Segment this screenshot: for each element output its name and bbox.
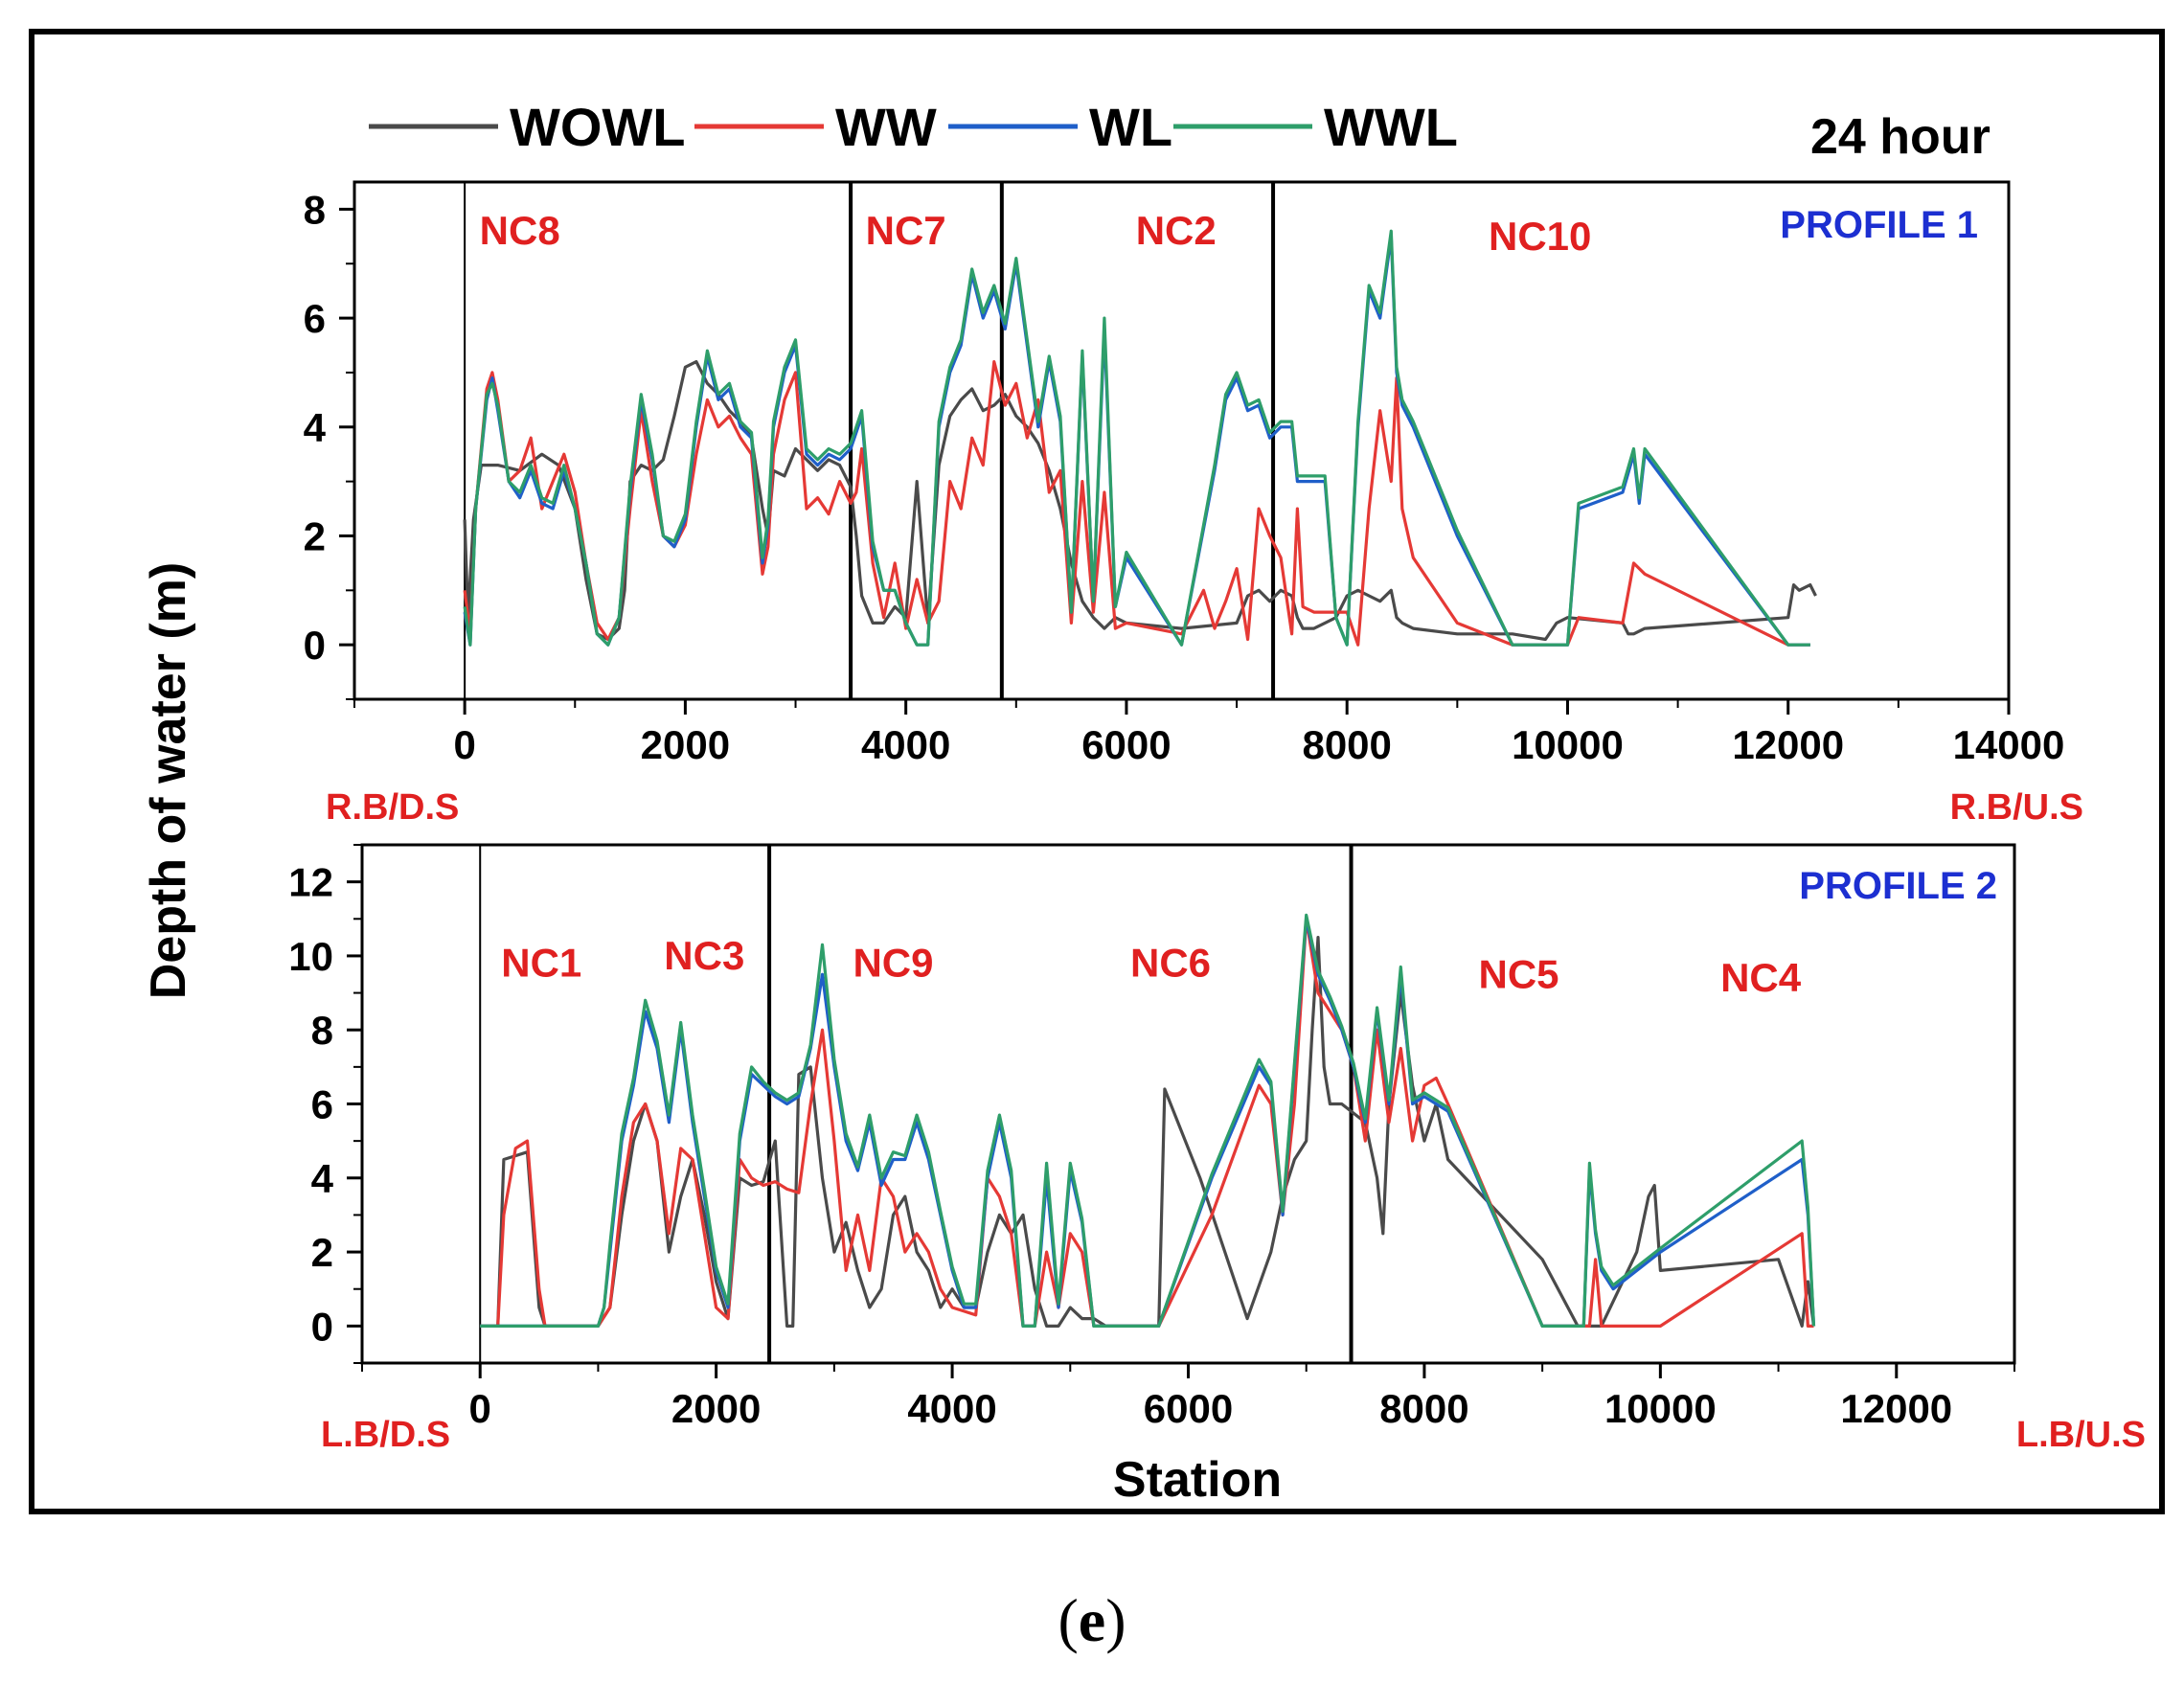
- p1-y-tick-label: 6: [304, 296, 326, 341]
- p1-region-label-nc7: NC7: [866, 208, 946, 253]
- p2-region-label-nc6: NC6: [1130, 941, 1211, 986]
- p2-series-wwl: [480, 913, 1816, 1329]
- caption-label: e: [1078, 1586, 1106, 1654]
- p2-y-tick-label: 10: [288, 934, 333, 979]
- p2-y-tick-label: 12: [288, 860, 333, 905]
- p2-region-label-nc3: NC3: [664, 933, 744, 978]
- p2-x-tick-label: 8000: [1379, 1386, 1468, 1431]
- p1-x-tick-label: 10000: [1512, 722, 1624, 767]
- p1-x-tick-label: 8000: [1302, 722, 1391, 767]
- p2-profile-label: PROFILE 2: [1799, 865, 1997, 907]
- p2-y-tick-label: 2: [311, 1230, 333, 1275]
- p1-x-tick-label: 0: [453, 722, 475, 767]
- p1-y-tick-label: 2: [304, 513, 326, 558]
- p1-x-tick-label: 2000: [641, 722, 730, 767]
- p1-x-tick-label: 12000: [1732, 722, 1844, 767]
- panel-profile-2: 0 2000 4000 6000 8000 10000 12000 0 2 4 6 8 10 12 NC1 N…: [288, 843, 2146, 1455]
- p1-x-tick-label: 4000: [861, 722, 950, 767]
- p1-region-label-nc2: NC2: [1136, 208, 1217, 253]
- p1-plot-frame: [353, 180, 2011, 701]
- caption-open-paren: (: [1058, 1586, 1079, 1654]
- p1-x-tick-label: 6000: [1081, 722, 1171, 767]
- legend-label-wwl: WWL: [1324, 97, 1458, 157]
- legend-label-wowl: WOWL: [510, 97, 685, 157]
- p2-region-label-nc4: NC4: [1720, 955, 1802, 1000]
- legend-label-ww: WW: [835, 97, 937, 157]
- x-axis-label: Station: [1113, 1452, 1282, 1508]
- p1-y-tick-label: 4: [304, 405, 327, 450]
- p2-x-tick-label: 6000: [1144, 1386, 1233, 1431]
- p2-x-tick-label: 10000: [1604, 1386, 1717, 1431]
- p1-x-tick-label: 14000: [1953, 722, 2065, 767]
- p1-profile-label: PROFILE 1: [1780, 204, 1978, 246]
- p2-y-tick-label: 6: [311, 1082, 333, 1127]
- panel-profile-1: 0 2000 4000 6000 8000 10000 12000 14000 0 2 4 6 8 NC8…: [304, 180, 2083, 828]
- p2-x-tick-label: 4000: [907, 1386, 996, 1431]
- p2-y-tick-label: 0: [311, 1304, 333, 1349]
- y-axis-label: Depth of water (m): [141, 562, 196, 999]
- p1-region-label-nc10: NC10: [1489, 214, 1591, 259]
- p2-series-group: [480, 913, 1816, 1329]
- p2-start-label: L.B/D.S: [321, 1415, 450, 1455]
- p2-x-tick-label: 0: [469, 1386, 491, 1431]
- p1-y-tick-label: 0: [304, 623, 326, 668]
- p2-region-label-nc1: NC1: [501, 941, 581, 986]
- p1-region-label-nc8: NC8: [480, 208, 560, 253]
- p2-region-label-nc5: NC5: [1478, 951, 1558, 996]
- p1-series-group: [463, 229, 1817, 647]
- legend-label-wl: WL: [1089, 97, 1172, 157]
- p1-end-label: R.B/U.S: [1950, 787, 2083, 828]
- p2-y-tick-label: 8: [311, 1008, 333, 1053]
- figure-frame: [29, 29, 2165, 1514]
- p2-y-tick-label: 4: [311, 1156, 334, 1201]
- chart-title: 24 hour: [1810, 109, 1991, 165]
- legend: WOWL WW WL WWL: [369, 97, 1458, 157]
- p2-x-tick-label: 12000: [1840, 1386, 1952, 1431]
- p2-region-label-nc9: NC9: [853, 941, 933, 986]
- p2-end-label: L.B/U.S: [2016, 1415, 2146, 1455]
- p1-series-wwl: [463, 229, 1810, 647]
- p1-start-label: R.B/D.S: [326, 787, 459, 828]
- figure-caption: (e): [0, 1585, 2184, 1656]
- p2-x-tick-label: 2000: [671, 1386, 761, 1431]
- p1-y-tick-label: 8: [304, 187, 326, 232]
- caption-close-paren: ): [1105, 1586, 1126, 1654]
